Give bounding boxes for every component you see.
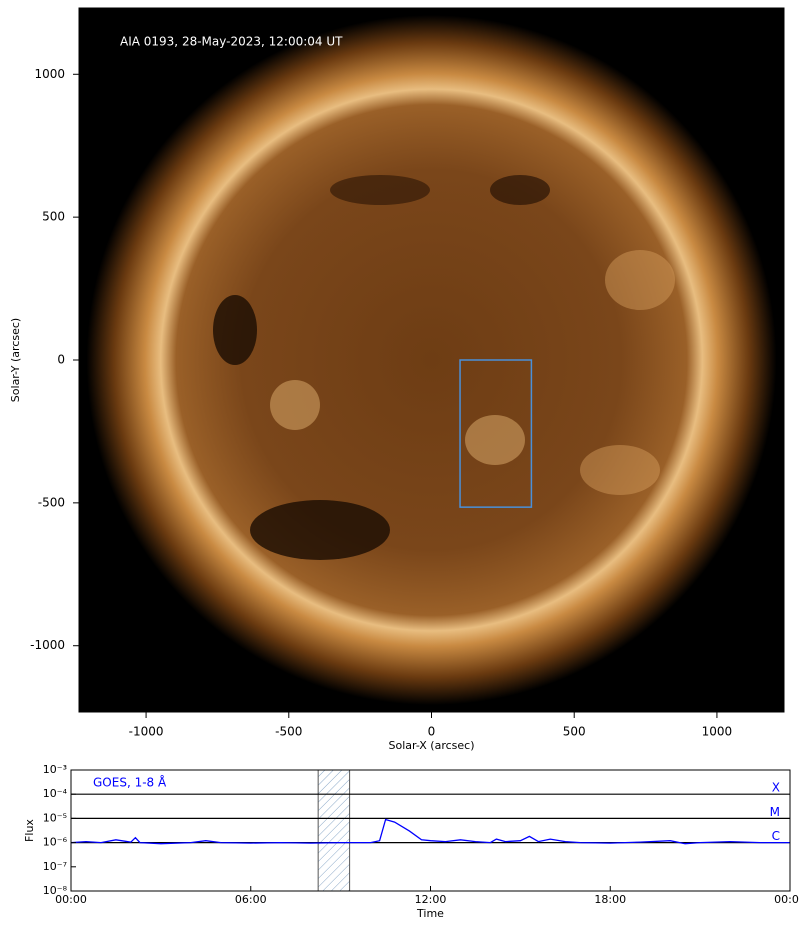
x-tick-label: 00:00 — [774, 893, 799, 906]
x-tick-label: 500 — [563, 725, 586, 739]
x-tick-label: 1000 — [702, 725, 733, 739]
level-label: C — [772, 829, 780, 843]
image-title: AIA 0193, 28-May-2023, 12:00:04 UT — [120, 35, 343, 49]
y-tick-label: 10⁻⁴ — [43, 787, 68, 800]
y-tick-label: 10⁻⁷ — [43, 860, 67, 873]
x-tick-label: -1000 — [129, 725, 164, 739]
x-tick-label: 06:00 — [235, 893, 267, 906]
y-tick-label: 500 — [42, 210, 65, 224]
x-tick-label: 0 — [428, 725, 436, 739]
shaded-range — [317, 769, 351, 892]
y-tick-label: 10⁻³ — [43, 763, 67, 776]
y-tick-label: -500 — [38, 495, 65, 509]
region-box — [459, 359, 533, 508]
level-label: M — [770, 805, 780, 819]
y-axis-label: Flux — [23, 819, 36, 842]
x-tick-label: 12:00 — [415, 893, 447, 906]
plot-frame — [70, 769, 791, 892]
x-tick-label: -500 — [275, 725, 302, 739]
x-axis-label: Solar-X (arcsec) — [389, 739, 475, 752]
y-axis-label: Solar-Y (arcsec) — [9, 318, 22, 402]
y-tick-label: 10⁻⁶ — [43, 836, 68, 849]
y-tick-label: 0 — [57, 353, 65, 367]
solar-image — [79, 8, 784, 712]
y-tick-label: 1000 — [34, 67, 65, 81]
y-tick-label: -1000 — [30, 638, 65, 652]
y-tick-label: 10⁻⁵ — [43, 811, 67, 824]
x-axis-label: Time — [416, 907, 444, 920]
y-tick-label: 10⁻⁸ — [43, 884, 68, 897]
x-tick-label: 18:00 — [594, 893, 626, 906]
flux-line — [70, 818, 790, 845]
legend-label: GOES, 1-8 Å — [93, 775, 167, 790]
x-tick-label: 00:00 — [55, 893, 87, 906]
level-label: X — [772, 781, 780, 795]
